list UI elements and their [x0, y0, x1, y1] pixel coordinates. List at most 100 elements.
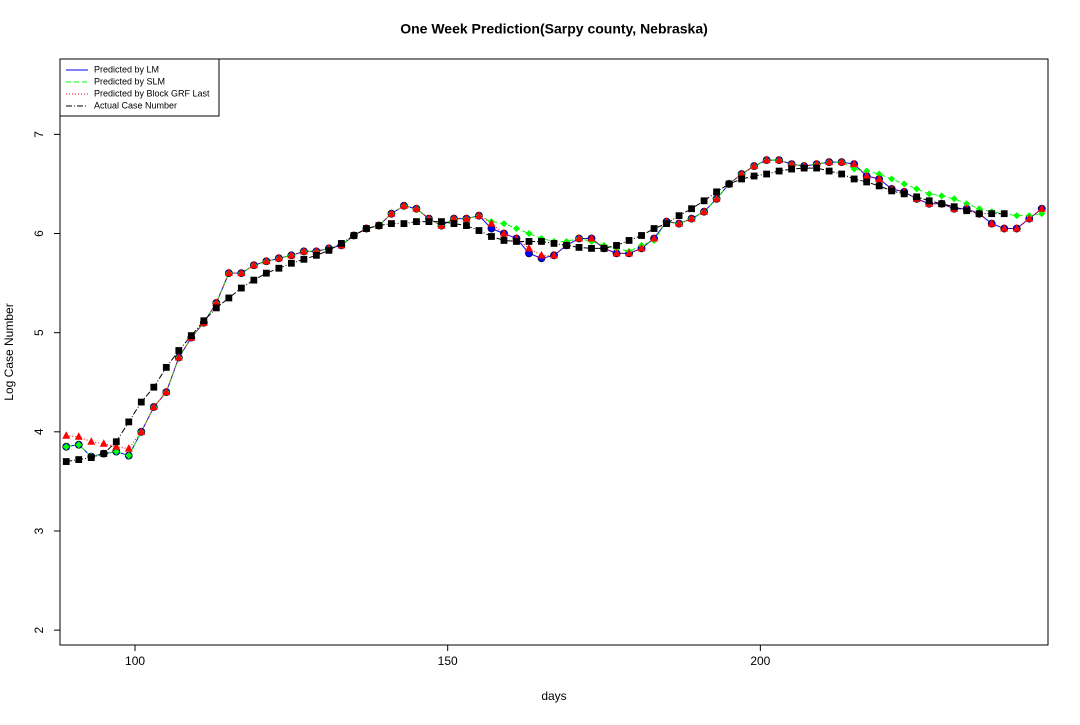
legend-label: Actual Case Number — [94, 100, 177, 110]
point — [750, 172, 758, 180]
point — [875, 182, 883, 190]
x-axis-label: days — [541, 689, 566, 703]
point — [488, 233, 495, 240]
legend-label: Predicted by SLM — [94, 76, 165, 86]
legend: Predicted by LM Predicted by SLM Predicted… — [59, 58, 220, 117]
point — [525, 238, 533, 245]
point — [575, 233, 584, 242]
point — [763, 170, 771, 178]
plot-frame — [59, 58, 1049, 646]
point — [137, 398, 145, 406]
point — [925, 190, 933, 198]
point — [512, 225, 520, 233]
point — [75, 441, 83, 449]
point — [363, 225, 370, 232]
point — [212, 298, 221, 306]
legend-box — [59, 58, 220, 117]
point — [938, 192, 946, 200]
point — [688, 205, 695, 213]
point — [537, 250, 546, 259]
point — [850, 175, 858, 183]
point — [337, 240, 345, 247]
y-axis-label: Log Case Number — [2, 303, 16, 400]
point — [287, 250, 296, 259]
point — [412, 204, 421, 212]
point — [738, 175, 745, 183]
point — [463, 222, 470, 229]
chart-title: One Week Prediction(Sarpy county, Nebras… — [400, 21, 708, 37]
point — [750, 161, 759, 170]
point — [299, 246, 308, 255]
point — [524, 243, 533, 252]
y-tick-label: 7 — [32, 131, 46, 138]
point — [775, 167, 783, 175]
point — [650, 233, 659, 242]
x-tick-label: 100 — [125, 654, 145, 668]
y-tick-label: 5 — [32, 329, 46, 336]
point — [563, 242, 570, 249]
point — [637, 243, 646, 252]
point — [612, 248, 621, 257]
point — [587, 233, 596, 242]
point — [174, 352, 183, 361]
point — [987, 219, 996, 227]
point — [613, 242, 620, 249]
point — [400, 220, 408, 227]
point — [1038, 210, 1046, 218]
point — [538, 238, 545, 245]
point — [112, 448, 120, 456]
point — [112, 438, 120, 446]
point — [813, 164, 821, 172]
point — [350, 232, 358, 239]
point — [550, 240, 558, 247]
point — [975, 210, 983, 218]
point — [200, 317, 208, 325]
point — [737, 169, 746, 178]
point — [863, 178, 871, 186]
point — [474, 211, 483, 219]
point — [300, 255, 308, 263]
point — [575, 243, 583, 251]
point — [550, 250, 558, 259]
point — [775, 155, 784, 164]
x-tick-label: 150 — [438, 654, 458, 668]
point — [500, 237, 508, 244]
point — [850, 159, 859, 168]
point — [224, 268, 233, 277]
point — [62, 443, 70, 451]
point — [988, 210, 996, 218]
point — [1013, 212, 1021, 220]
point — [913, 193, 921, 201]
x-tick-label: 200 — [750, 654, 770, 668]
point — [675, 219, 684, 227]
point — [62, 458, 70, 465]
point — [74, 432, 83, 440]
point — [588, 244, 595, 252]
point — [525, 230, 533, 238]
point — [262, 256, 271, 265]
point — [888, 187, 896, 195]
series-line — [66, 167, 1005, 463]
point — [788, 165, 796, 173]
point — [388, 220, 395, 227]
point — [87, 454, 95, 461]
point — [900, 190, 908, 198]
point — [325, 246, 333, 254]
point — [675, 212, 683, 220]
point — [487, 219, 496, 227]
point — [838, 170, 846, 178]
y-tick-label: 2 — [32, 626, 46, 633]
point — [1000, 210, 1008, 218]
point — [413, 218, 420, 226]
point — [713, 188, 720, 196]
point — [1000, 224, 1009, 232]
point — [1037, 204, 1046, 212]
point — [863, 167, 871, 175]
point — [963, 207, 971, 215]
point — [187, 332, 195, 340]
point — [274, 253, 283, 262]
point — [825, 167, 833, 175]
point — [825, 157, 834, 166]
point — [513, 238, 520, 245]
y-tick-label: 3 — [32, 527, 46, 534]
